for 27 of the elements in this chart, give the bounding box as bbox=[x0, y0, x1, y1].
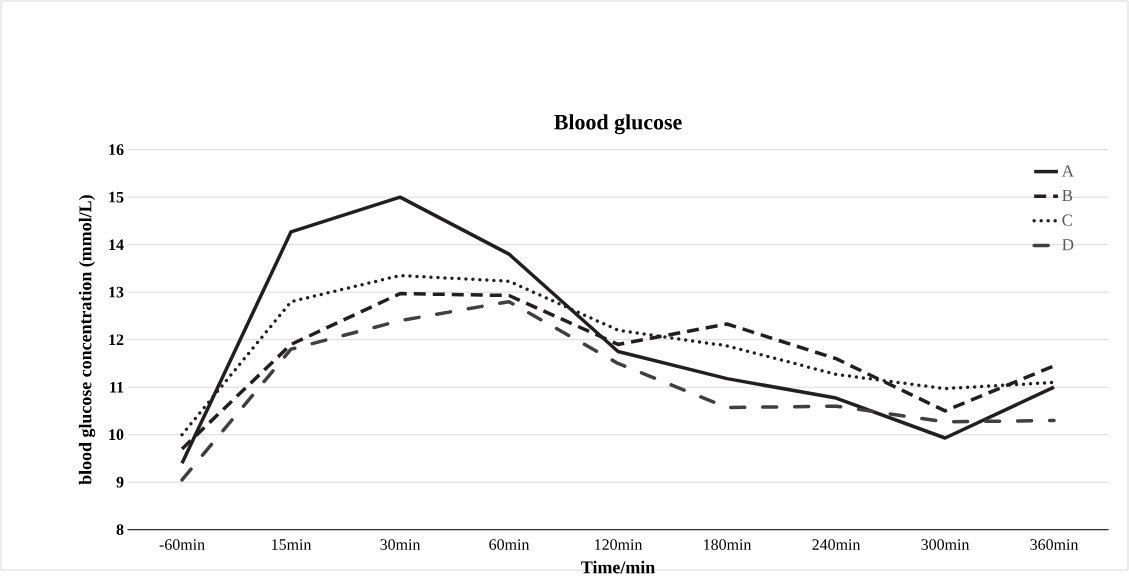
x-tick-label: 300min bbox=[921, 539, 970, 551]
y-tick-label: 11 bbox=[110, 382, 124, 393]
legend-label: B bbox=[1062, 190, 1073, 202]
y-tick-label: 13 bbox=[109, 286, 124, 298]
x-tick-label: 120min bbox=[595, 539, 643, 551]
chart-title: Blood glucose bbox=[554, 114, 682, 135]
x-tick-label: -60min bbox=[159, 539, 205, 551]
line-series bbox=[180, 195, 1056, 466]
y-tick-label: 9 bbox=[116, 476, 124, 488]
y-tick-label: 8 bbox=[116, 524, 124, 536]
y-tick-label: 14 bbox=[109, 239, 124, 251]
x-tick-label: 15min bbox=[272, 539, 312, 551]
y-tick-label: 10 bbox=[109, 429, 124, 441]
y-tick-label: 16 bbox=[109, 144, 124, 156]
x-tick-label: 240min bbox=[812, 539, 861, 551]
x-tick-label: 30min bbox=[380, 539, 421, 551]
x-axis-title: Time/min bbox=[581, 560, 655, 574]
y-axis-title: blood glucose concentration (mmol/L) bbox=[78, 195, 96, 485]
y-tick-label: 12 bbox=[109, 334, 124, 346]
x-tick-label: 60min bbox=[489, 539, 530, 551]
legend-label: D bbox=[1062, 239, 1074, 251]
y-tick-label: 15 bbox=[109, 191, 124, 203]
legend-label: A bbox=[1061, 165, 1074, 177]
legend-label: C bbox=[1062, 214, 1073, 226]
x-tick-label: 360min bbox=[1030, 539, 1079, 551]
x-tick-label: 180min bbox=[704, 539, 752, 551]
line-series bbox=[180, 300, 1056, 482]
